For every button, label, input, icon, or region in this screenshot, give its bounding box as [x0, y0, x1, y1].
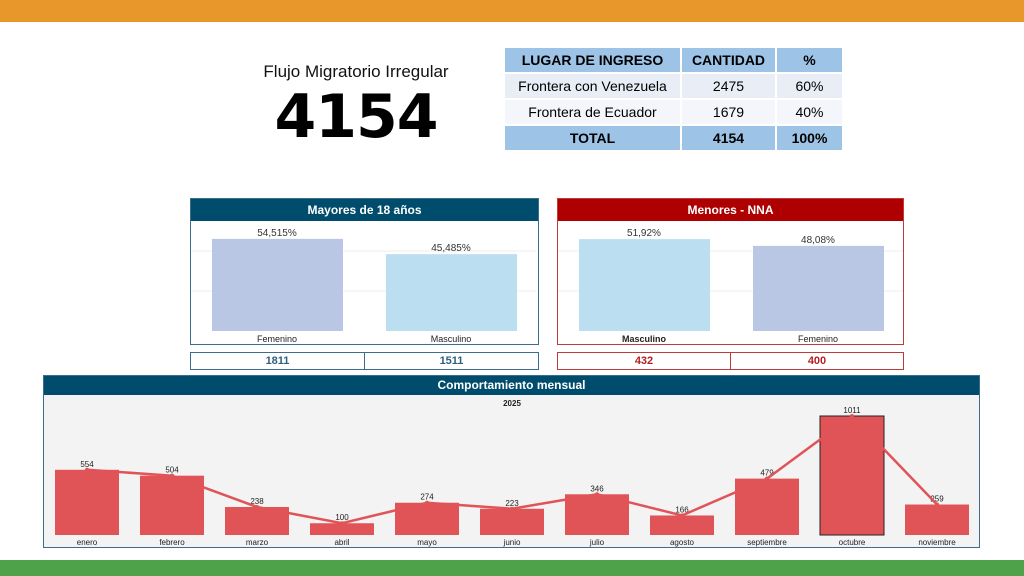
- table-total-row: TOTAL 4154 100%: [503, 124, 844, 152]
- data-label: 166: [675, 505, 689, 514]
- chart-subtitle: 2025: [503, 399, 521, 408]
- bar-febrero: [140, 475, 204, 535]
- category-label: Masculino: [622, 334, 667, 344]
- category-label: agosto: [670, 538, 695, 547]
- data-label: 54,515%: [257, 228, 297, 239]
- adults-counts: 1811 1511: [190, 352, 539, 370]
- bar: [753, 245, 884, 331]
- data-label: 259: [930, 495, 944, 504]
- count-cell: 400: [807, 355, 827, 367]
- category-label: febrero: [159, 538, 185, 547]
- adults-panel: Mayores de 18 años 54,515% Femenino 45,485…: [190, 198, 539, 345]
- count-cell: 432: [558, 353, 731, 369]
- category-label: junio: [503, 538, 521, 547]
- trend-point: [425, 500, 429, 505]
- cell: 2475: [680, 72, 777, 100]
- trend-point: [85, 467, 89, 472]
- adults-title: Mayores de 18 años: [191, 199, 538, 221]
- category-label: mayo: [417, 538, 437, 547]
- trend-point: [680, 513, 684, 518]
- entry-table: LUGAR DE INGRESO CANTIDAD % Frontera con…: [503, 46, 844, 152]
- category-label: noviembre: [918, 538, 956, 547]
- table-header: LUGAR DE INGRESO CANTIDAD %: [503, 46, 844, 74]
- minors-chart: 51,92% Masculino 48,08% Femenino: [558, 228, 903, 344]
- cell: 60%: [775, 72, 844, 100]
- category-label: marzo: [246, 538, 269, 547]
- data-label: 48,08%: [801, 235, 835, 246]
- trend-point: [255, 504, 259, 509]
- page-title: Flujo Migratorio Irregular: [263, 62, 449, 81]
- bar-noviembre: [905, 504, 969, 535]
- bar-enero: [55, 469, 119, 535]
- category-label: septiembre: [747, 538, 787, 547]
- data-label: 238: [250, 497, 264, 506]
- bar-abril: [310, 523, 374, 535]
- category-label: Femenino: [257, 334, 297, 344]
- minors-counts: 432 400: [557, 352, 904, 370]
- table-row: Frontera de Ecuador 1679 40%: [503, 98, 844, 126]
- bar: [386, 254, 517, 331]
- top-bar: [0, 0, 1024, 22]
- category-label: octubre: [839, 538, 866, 547]
- data-label: 45,485%: [431, 243, 471, 254]
- category-label: enero: [77, 538, 98, 547]
- bar-julio: [565, 494, 629, 535]
- trend-point: [340, 521, 344, 526]
- bottom-bar: [0, 560, 1024, 576]
- trend-point: [595, 492, 599, 497]
- category-label: Masculino: [431, 334, 472, 344]
- minors-panel: Menores - NNA 51,92% Masculino 48,08% Femen…: [557, 198, 904, 345]
- bar: [212, 238, 343, 331]
- cell: 4154: [680, 124, 777, 152]
- cell: 40%: [775, 98, 844, 126]
- cell: 1679: [680, 98, 777, 126]
- data-label: 504: [165, 466, 179, 475]
- count-cell: 1511: [439, 355, 464, 367]
- category-label: Femenino: [798, 334, 838, 344]
- bar-junio: [480, 508, 544, 535]
- monthly-chart: 2025 554 enero 504 febrero 238 marzo 100 abril 27…: [55, 399, 969, 547]
- adults-chart: 54,515% Femenino 45,485% Masculino: [191, 228, 536, 344]
- category-label: julio: [589, 538, 605, 547]
- cell: Frontera con Venezuela: [503, 72, 682, 100]
- total-count: 4154: [274, 82, 439, 152]
- data-label: 346: [590, 484, 604, 493]
- data-label: 51,92%: [627, 228, 661, 239]
- trend-point: [935, 502, 939, 507]
- bar: [579, 239, 710, 331]
- monthly-title: Comportamiento mensual: [44, 376, 979, 395]
- col-cantidad: CANTIDAD: [680, 46, 777, 74]
- bar-agosto: [650, 515, 714, 535]
- data-label: 479: [760, 469, 774, 478]
- cell: TOTAL: [503, 124, 682, 152]
- data-label: 223: [505, 499, 519, 508]
- category-label: abril: [334, 538, 349, 547]
- col-lugar: LUGAR DE INGRESO: [503, 46, 682, 74]
- trend-point: [510, 506, 514, 511]
- data-label: 274: [420, 493, 434, 502]
- col-percent: %: [775, 46, 844, 74]
- trend-point: [850, 414, 854, 418]
- data-label: 554: [80, 460, 94, 469]
- cell: 100%: [775, 124, 844, 152]
- trend-point: [765, 476, 769, 481]
- data-label: 1011: [843, 406, 861, 415]
- count-cell: 1811: [191, 353, 365, 369]
- monthly-panel: Comportamiento mensual 2025 554 enero 504 fe…: [43, 375, 980, 548]
- data-label: 100: [335, 513, 349, 522]
- table-row: Frontera con Venezuela 2475 60%: [503, 72, 844, 100]
- cell: Frontera de Ecuador: [503, 98, 682, 126]
- trend-point: [170, 473, 174, 478]
- minors-title: Menores - NNA: [558, 199, 903, 221]
